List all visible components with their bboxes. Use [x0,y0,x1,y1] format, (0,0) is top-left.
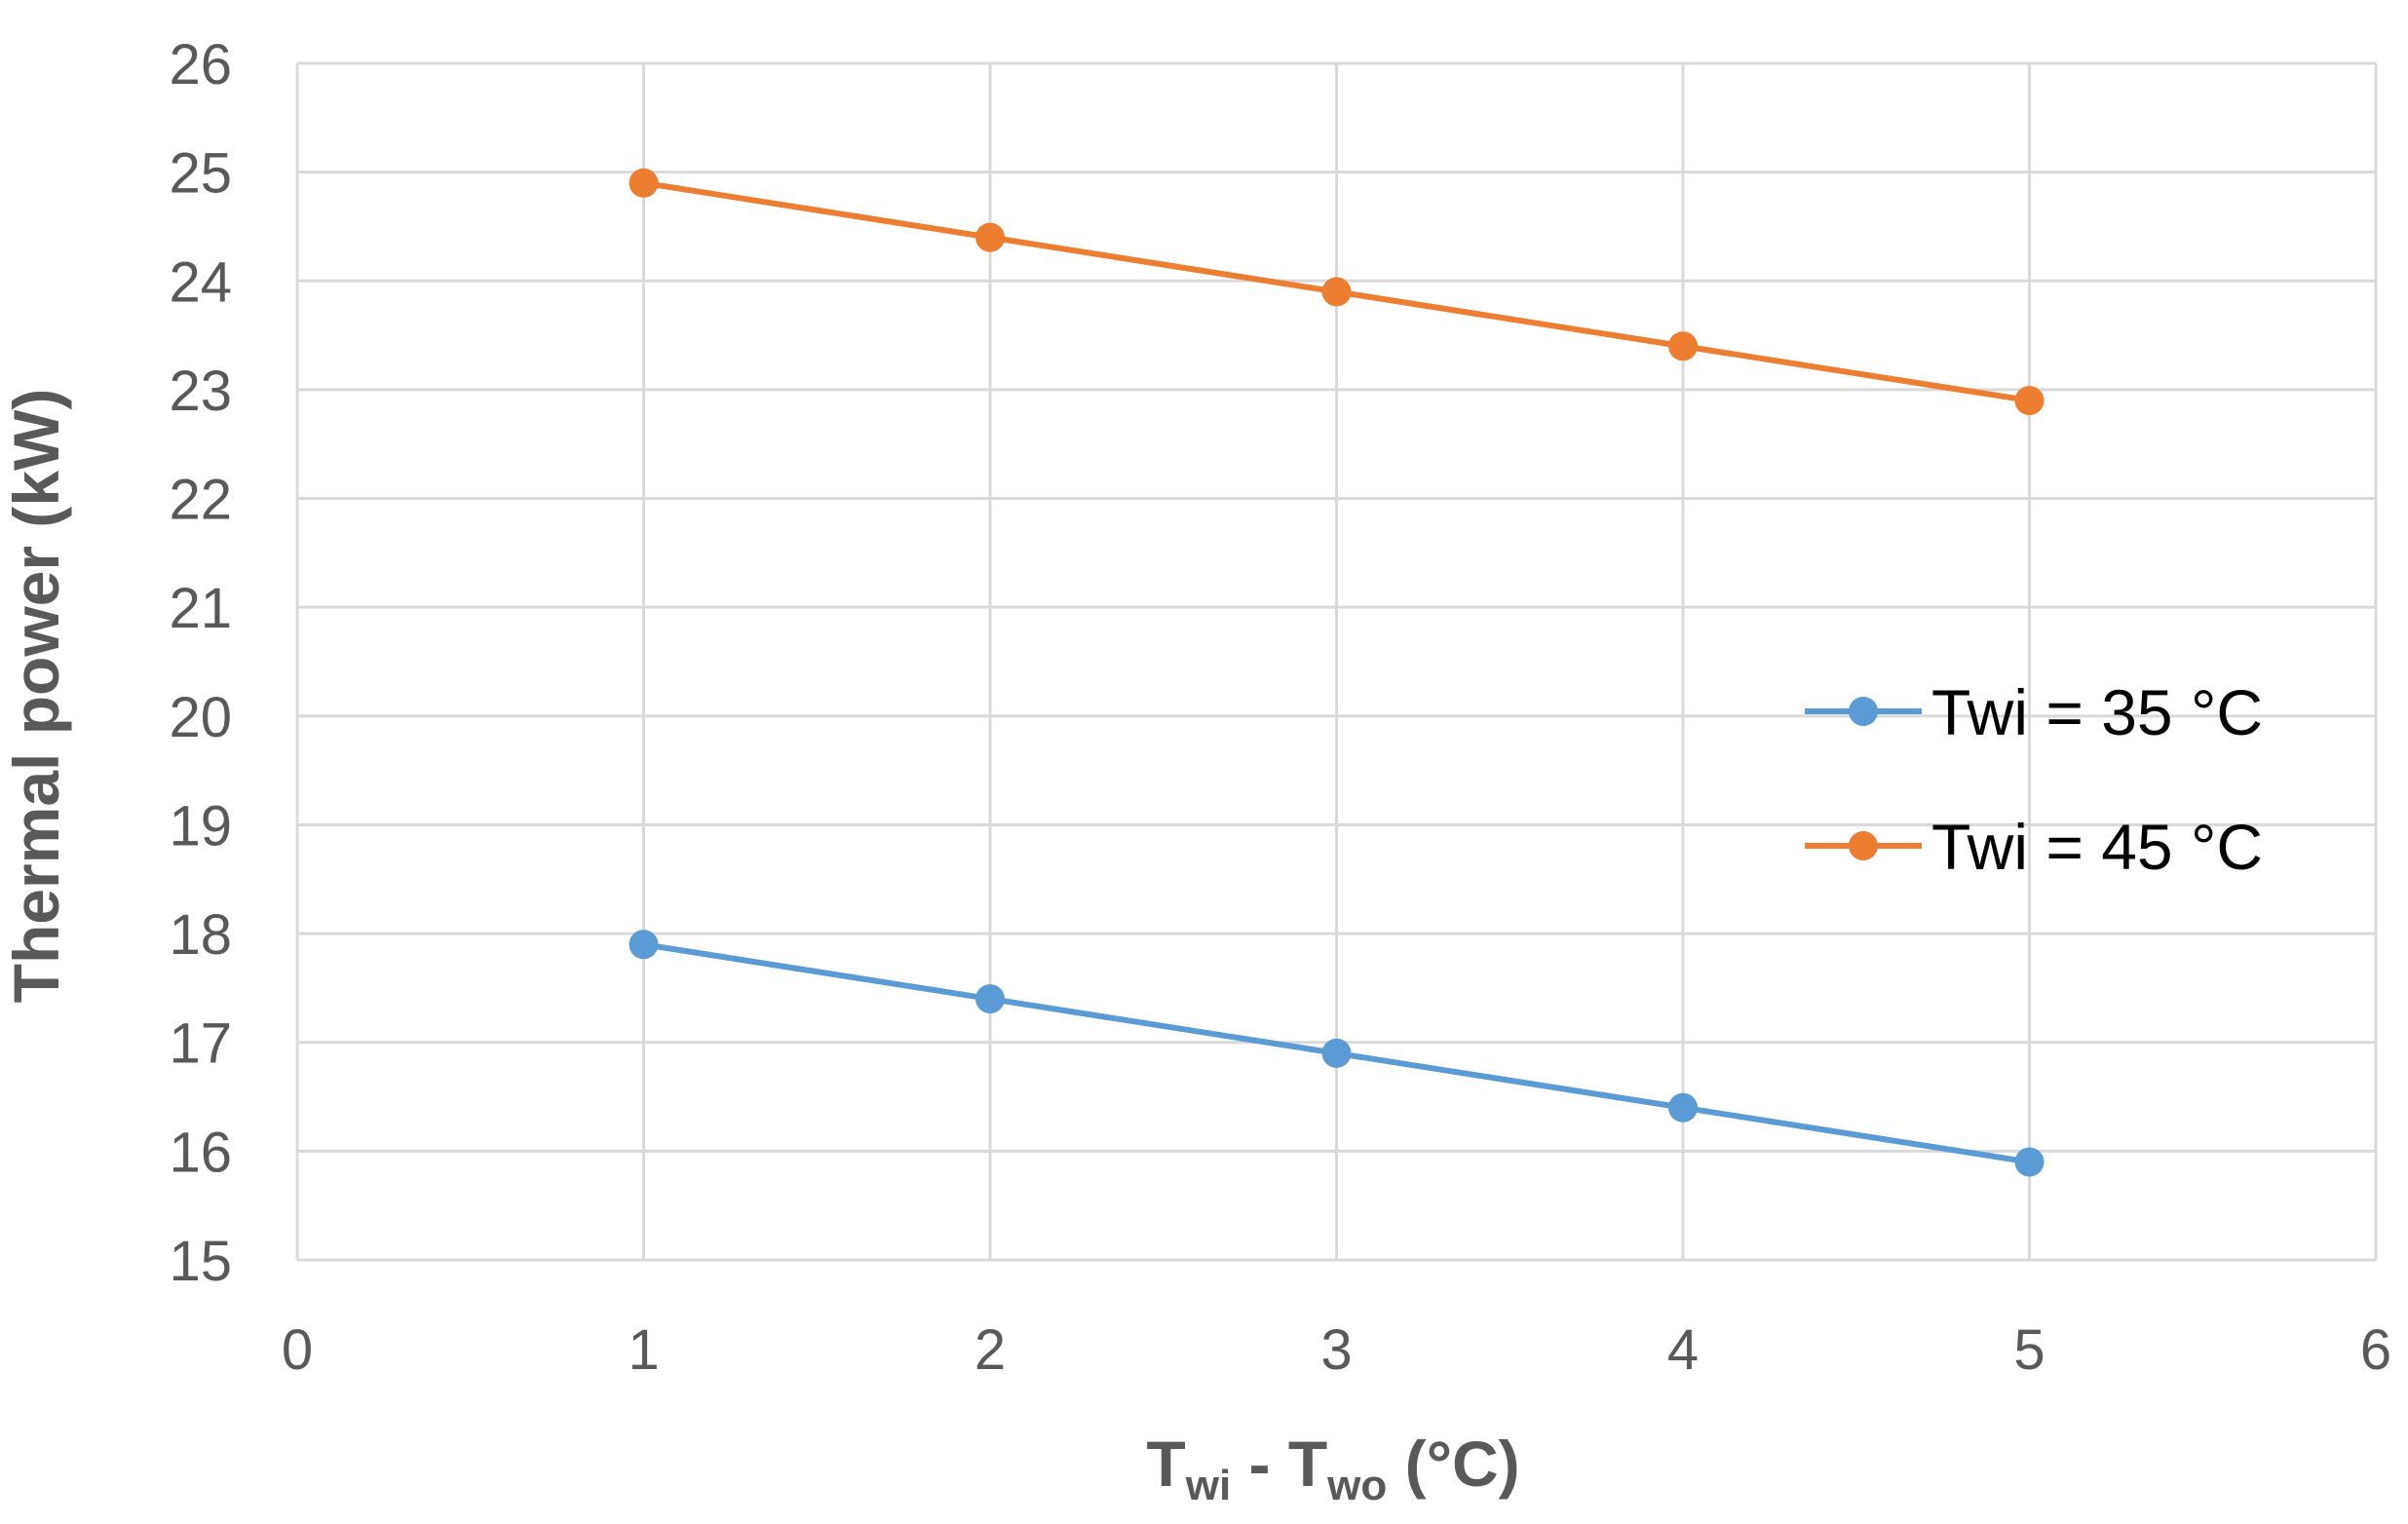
y-tick-label: 19 [169,794,232,857]
y-tick-label: 24 [169,250,232,314]
y-axis-title: Thermal power (kW) [0,389,72,1004]
legend-label-2: Twi = 45 °C [1931,811,2263,883]
y-tick-label: 16 [169,1121,232,1184]
data-point [629,168,659,198]
grid [295,61,2378,1262]
y-tick-label: 23 [169,360,232,423]
x-axis-title-end: (°C) [1387,1428,1519,1500]
x-tick-label: 1 [628,1318,659,1382]
data-point [629,930,659,960]
x-tick-label: 3 [1320,1318,1352,1382]
data-point [1668,331,1698,362]
x-tick-label: 5 [2013,1318,2045,1382]
legend-label-1: Twi = 35 °C [1931,676,2263,748]
x-tick-label: 2 [975,1318,1006,1382]
y-tick-label: 18 [169,903,232,967]
legend-marker-2 [1849,831,1878,860]
legend: Twi = 35 °C Twi = 45 °C [1805,676,2263,883]
y-axis-ticks: 15 16 17 18 19 20 21 22 23 24 25 26 [169,33,232,1293]
data-point [1321,1038,1352,1068]
x-axis-title-main: T [1146,1428,1185,1500]
y-tick-label: 15 [169,1230,232,1293]
y-tick-label: 20 [169,686,232,749]
data-point [975,222,1005,252]
data-point [1321,277,1352,307]
y-tick-label: 21 [169,577,232,640]
legend-marker-1 [1849,697,1878,726]
data-point [2014,1147,2045,1177]
x-axis-title-sub1: wi [1185,1462,1231,1509]
x-axis-title-sub2: wo [1326,1462,1387,1509]
series [629,168,2045,1177]
x-tick-label: 4 [1667,1318,1699,1382]
y-tick-label: 25 [169,142,232,206]
x-axis-title: Twi - Two (°C) [1146,1428,1519,1509]
data-point [975,984,1005,1014]
x-tick-label: 0 [282,1318,313,1382]
data-point [1668,1092,1698,1123]
y-tick-label: 17 [169,1012,232,1076]
y-tick-label: 22 [169,469,232,532]
y-tick-label: 26 [169,33,232,96]
data-point [2014,386,2045,416]
x-axis-ticks: 0 1 2 3 4 5 6 [282,1318,2391,1382]
x-axis-title-mid: - T [1231,1428,1327,1500]
x-tick-label: 6 [2360,1318,2391,1382]
